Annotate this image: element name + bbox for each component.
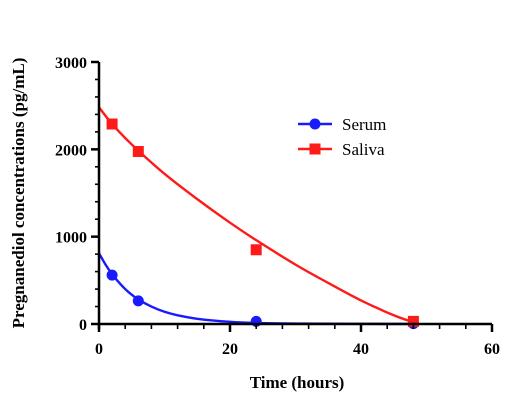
y-tick-label: 1000 bbox=[55, 230, 87, 247]
saliva-fit-line bbox=[98, 106, 414, 324]
tick-labels: 0 1000 2000 3000 0 20 40 60 bbox=[55, 55, 500, 358]
y-tick-label: 3000 bbox=[55, 55, 87, 72]
x-tick-label: 40 bbox=[353, 341, 369, 358]
serum-point bbox=[132, 295, 144, 307]
saliva-point bbox=[407, 315, 419, 327]
serum-legend-marker bbox=[309, 118, 321, 130]
saliva-point bbox=[132, 146, 144, 158]
x-tick-label: 60 bbox=[484, 341, 500, 358]
x-axis-title: Time (hours) bbox=[250, 373, 345, 392]
saliva-legend-marker bbox=[309, 143, 321, 155]
saliva-point bbox=[250, 244, 262, 256]
saliva-point bbox=[106, 118, 118, 130]
saliva-legend-label: Saliva bbox=[342, 140, 385, 159]
y-tick-label: 0 bbox=[79, 317, 87, 334]
serum-point bbox=[106, 269, 118, 281]
x-tick-label: 20 bbox=[222, 341, 238, 358]
data-markers bbox=[106, 118, 419, 330]
legend: Serum Saliva bbox=[298, 115, 386, 159]
y-tick-label: 2000 bbox=[55, 142, 87, 159]
y-axis-title: Pregnanediol concentrations (pg/mL) bbox=[9, 58, 28, 329]
serum-legend-label: Serum bbox=[342, 115, 386, 134]
serum-fit-line bbox=[97, 252, 414, 326]
x-tick-label: 0 bbox=[95, 341, 103, 358]
axes bbox=[91, 60, 494, 332]
